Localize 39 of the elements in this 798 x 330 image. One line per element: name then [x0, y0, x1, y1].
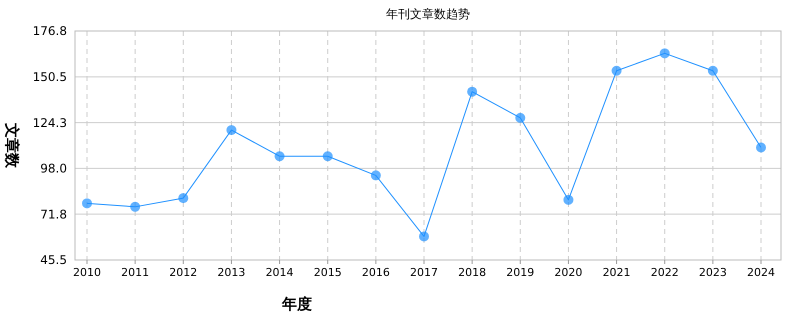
x-tick-label: 2017 [410, 266, 438, 279]
point [612, 66, 622, 76]
y-tick-label: 124.3 [32, 116, 67, 130]
point [563, 194, 574, 205]
point [130, 202, 140, 212]
point [274, 151, 285, 162]
x-tick-label: 2015 [314, 266, 342, 279]
x-tick-label: 2019 [506, 266, 534, 279]
point [370, 170, 381, 180]
y-tick-label: 176.8 [32, 24, 67, 38]
x-tick-label: 2014 [266, 266, 294, 279]
y-tick-label: 71.8 [40, 207, 67, 222]
point [419, 231, 429, 242]
x-tick-label: 2018 [458, 266, 486, 279]
point [708, 66, 718, 76]
x-tick-label: 2022 [650, 266, 679, 279]
point [660, 48, 670, 58]
y-tick-label: 150.5 [32, 70, 67, 84]
x-tick-label: 2023 [698, 266, 727, 279]
y-tick-label: 45.5 [40, 253, 67, 268]
x-tick-label: 2021 [602, 266, 631, 279]
point [322, 151, 333, 162]
x-tick-label: 2024 [747, 266, 775, 279]
y-axis-title: 文章数 [2, 122, 21, 169]
point [226, 125, 236, 136]
point [467, 86, 478, 97]
x-tick-label: 2010 [73, 266, 101, 279]
y-tick-label: 98.0 [40, 162, 67, 176]
x-tick-label: 2012 [169, 266, 198, 279]
point [178, 193, 188, 204]
chart-title: 年刊文章数趋势 [386, 7, 470, 21]
point [515, 112, 526, 123]
x-tick-label: 2011 [121, 266, 150, 279]
x-tick-label: 2020 [554, 266, 582, 279]
x-tick-label: 2016 [362, 266, 390, 279]
x-axis-title: 年度 [281, 295, 312, 313]
point [756, 142, 766, 153]
point [82, 198, 92, 208]
x-tick-label: 2013 [217, 266, 246, 279]
